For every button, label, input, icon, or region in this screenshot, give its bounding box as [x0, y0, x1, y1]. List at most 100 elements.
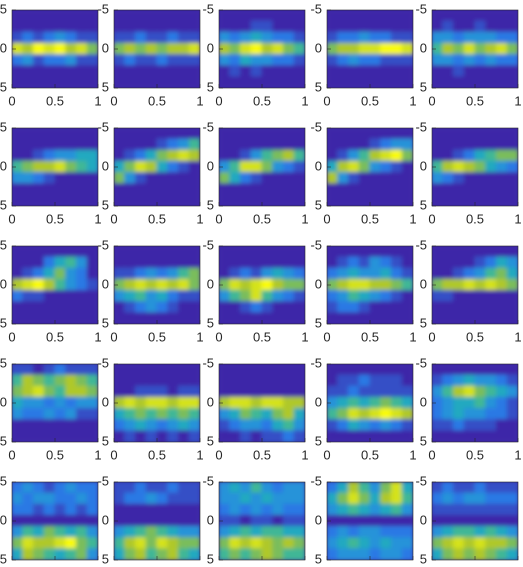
- heatmap-cell: [145, 548, 158, 560]
- x-tick-label: 0.5: [148, 329, 166, 344]
- heatmap-cell: [76, 492, 88, 505]
- heatmap-cell: [380, 31, 392, 44]
- heatmap-cell: [229, 548, 241, 560]
- heatmap-cell: [463, 138, 476, 151]
- heatmap-cell: [65, 54, 77, 67]
- heatmap-cell: [86, 482, 98, 494]
- heatmap-cell: [178, 364, 190, 376]
- heatmap-cell: [250, 278, 263, 292]
- heatmap: [327, 364, 413, 442]
- heatmap-cell: [463, 482, 476, 494]
- heatmap-cell: [348, 42, 360, 56]
- heatmap-cell: [145, 267, 158, 280]
- heatmap-cell: [283, 312, 295, 324]
- heatmap-cell: [156, 31, 169, 44]
- heatmap-cell: [337, 256, 349, 269]
- heatmap-cell: [485, 374, 497, 387]
- heatmap-cell: [145, 503, 158, 516]
- heatmap-cell: [22, 42, 34, 56]
- heatmap-cell: [145, 278, 158, 292]
- heatmap-cell: [327, 138, 339, 151]
- heatmap-cell: [114, 408, 126, 421]
- heatmap-cell: [358, 149, 371, 162]
- heatmap-cell: [401, 256, 413, 269]
- heatmap-cell: [327, 149, 339, 162]
- heatmap-cell: [76, 312, 88, 324]
- heatmap-cell: [229, 20, 241, 33]
- heatmap-cell: [348, 149, 360, 162]
- heatmap-cell: [135, 76, 147, 88]
- heatmap-cell: [135, 385, 147, 398]
- heatmap-cell: [219, 183, 231, 196]
- heatmap-cell: [86, 172, 98, 185]
- heatmap-cell: [12, 301, 24, 314]
- heatmap-cell: [156, 65, 169, 78]
- heatmap-cell: [145, 65, 158, 78]
- y-tick-label: 0: [0, 394, 7, 409]
- heatmap-cell: [12, 526, 24, 539]
- heatmap-cell: [442, 503, 454, 516]
- y-tick-label: 5: [315, 315, 322, 330]
- heatmap-cell: [380, 160, 392, 174]
- heatmap-cell: [283, 128, 295, 140]
- heatmap-cell: [474, 256, 487, 269]
- x-tick-label: 1: [196, 329, 203, 344]
- x-tick-label: 0: [428, 211, 435, 226]
- heatmap-cell: [348, 385, 360, 398]
- heatmap-cell: [293, 482, 305, 494]
- heatmap-cell: [474, 128, 487, 140]
- heatmap-cell: [229, 194, 241, 206]
- heatmap-cell: [261, 20, 274, 33]
- heatmap-cell: [506, 430, 518, 442]
- heatmap-cell: [156, 385, 169, 398]
- heatmap-cell: [250, 138, 263, 151]
- heatmap-cell: [327, 364, 339, 376]
- heatmap-cell: [33, 430, 45, 442]
- y-tick-label: -5: [202, 355, 214, 370]
- heatmap-cell: [124, 246, 136, 258]
- heatmap-cell: [463, 301, 476, 314]
- heatmap-cell: [33, 42, 45, 56]
- heatmap-cell: [188, 267, 200, 280]
- axes-box: [218, 9, 306, 89]
- heatmap-cell: [229, 65, 241, 78]
- heatmap-cell: [178, 396, 190, 410]
- y-tick-label: 5: [420, 197, 427, 212]
- heatmap-cell: [463, 183, 476, 196]
- heatmap-cell: [167, 419, 179, 432]
- heatmap-cell: [453, 31, 465, 44]
- heatmap-cell: [114, 503, 126, 516]
- heatmap-cell: [188, 492, 200, 505]
- x-tick-label: 0: [110, 211, 117, 226]
- heatmap-cell: [272, 364, 284, 376]
- heatmap-cell: [135, 246, 147, 258]
- heatmap-cell: [219, 256, 231, 269]
- subplot: -505: [415, 473, 519, 566]
- heatmap-cell: [219, 312, 231, 324]
- heatmap-cell: [86, 138, 98, 151]
- heatmap-cell: [124, 301, 136, 314]
- heatmap-cell: [261, 408, 274, 421]
- heatmap-cell: [54, 128, 67, 140]
- heatmap-cell: [391, 364, 403, 376]
- heatmap-cell: [156, 408, 169, 421]
- heatmap-cell: [358, 492, 371, 505]
- heatmap-cell: [272, 396, 284, 410]
- heatmap-cell: [156, 149, 169, 162]
- heatmap-cell: [76, 183, 88, 196]
- heatmap-cell: [114, 65, 126, 78]
- heatmap-cell: [145, 54, 158, 67]
- heatmap-cell: [261, 482, 274, 494]
- heatmap-cell: [380, 503, 392, 516]
- subplot: -505: [0, 473, 99, 566]
- heatmap-cell: [496, 20, 508, 33]
- heatmap-cell: [453, 364, 465, 376]
- heatmap-cell: [86, 430, 98, 442]
- heatmap-cell: [114, 246, 126, 258]
- heatmap-cell: [229, 503, 241, 516]
- heatmap-cell: [43, 160, 56, 174]
- heatmap: [219, 482, 305, 560]
- heatmap-cell: [474, 374, 487, 387]
- heatmap-cell: [65, 65, 77, 78]
